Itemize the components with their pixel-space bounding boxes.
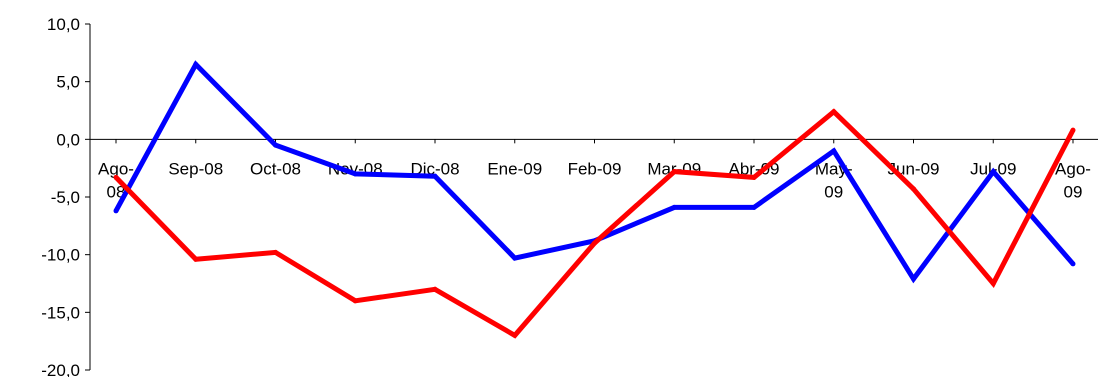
series-1-point [512,255,518,261]
series-2-point [193,256,199,262]
x-tick-label-line: Oct-08 [250,159,301,178]
x-tick-label: Ago- 08 [98,159,134,201]
x-tick-label-line: 09 [824,182,843,201]
x-tick-label: Ene-09 [487,159,542,178]
y-tick-label: 5,0 [56,73,80,92]
x-tick-label: Ago- 09 [1055,159,1091,201]
x-tick-label-line: 08 [107,182,126,201]
series-2-point [432,286,438,292]
x-tick-label-line: Sep-08 [168,159,223,178]
series-2-point [592,240,597,246]
series-1-point [273,142,278,148]
series-1-point [751,204,757,210]
series-1-point [671,204,677,210]
x-tick-label: May-09 [815,159,853,201]
series-1-point [911,276,916,282]
series-1-point [831,148,837,154]
series-layer [113,60,1076,339]
series-1-point [113,208,119,214]
y-tick-label: -20,0 [41,361,80,377]
x-tick-label: Mar-09 [647,159,701,178]
series-1-point [352,171,358,177]
series-2-point [352,298,358,304]
series-1-point [193,61,199,67]
y-tick-label: 10,0 [47,15,80,34]
x-tick-label: Oct-08 [250,159,301,178]
x-tick-label-line: Feb-09 [568,159,622,178]
series-2-point [911,186,916,192]
series-1-point [990,169,996,175]
x-tick-label-line: Ene-09 [487,159,542,178]
x-tick-label-line: Mar-09 [647,159,701,178]
series-2-point [751,174,757,180]
y-axis-ticks: 10,0 5,0 0,0 -5,0 -10,0 -15,0 -20,0 [41,15,90,377]
series-line-2 [114,108,1076,339]
y-tick-label: -5,0 [51,188,80,207]
series-2-point [831,109,837,115]
y-tick-label: 0,0 [56,130,80,149]
series-2-point [990,281,996,286]
series-2-point [273,249,278,255]
series-1-point [432,173,438,179]
x-tick-label-line: Ago- [1055,159,1091,178]
series-2-point [512,332,518,338]
x-tick-label-line: 09 [1064,182,1083,201]
series-2-point [1070,127,1076,133]
series-2-point [113,174,119,180]
y-tick-label: -15,0 [41,303,80,322]
series-1-point [1070,261,1076,267]
x-tick-label-line: Ago- [98,159,134,178]
series-2-point [671,169,677,175]
x-tick-label: Sep-08 [168,159,223,178]
axes [89,24,1098,370]
x-tick-label: Feb-09 [568,159,622,178]
y-tick-label: -10,0 [41,246,80,265]
